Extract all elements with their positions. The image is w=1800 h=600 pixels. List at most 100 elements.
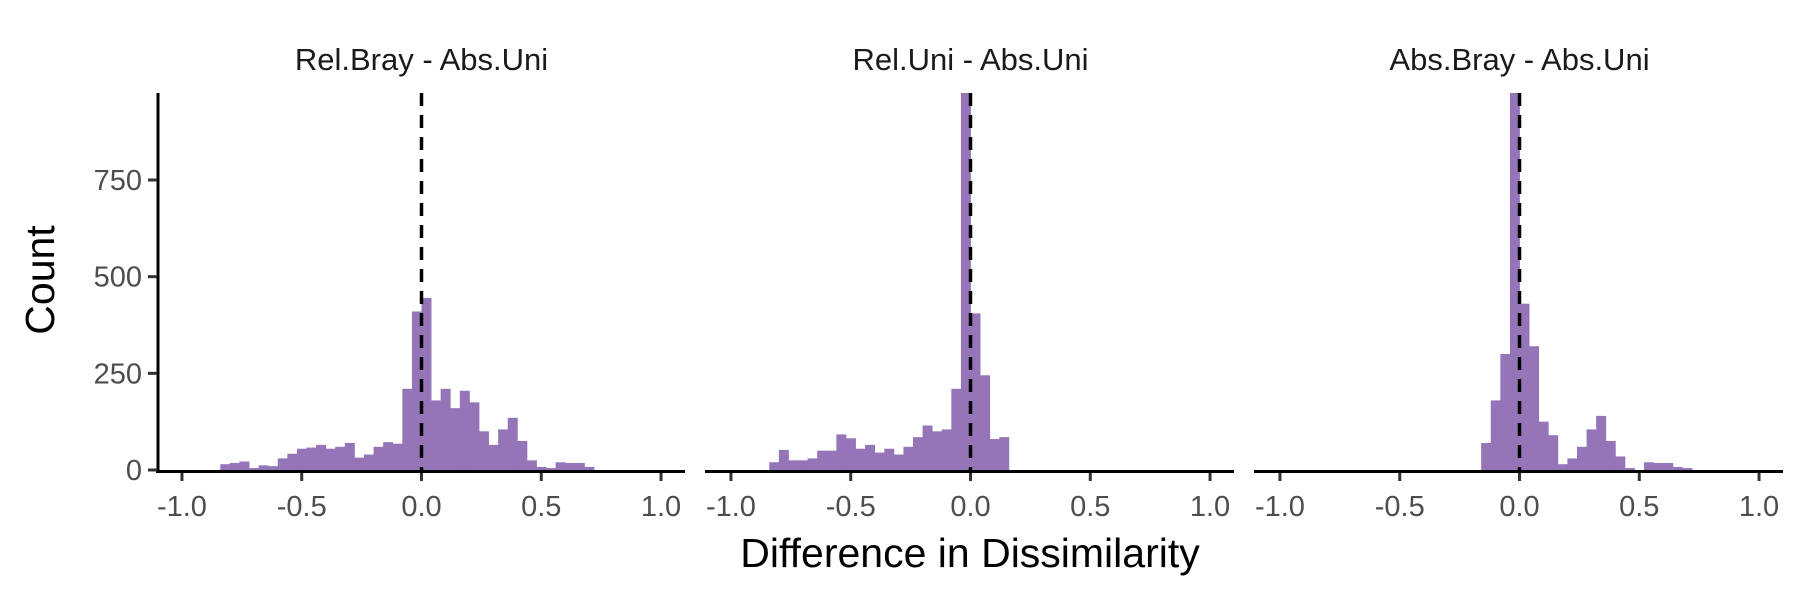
x-tick-label: -1.0 (157, 491, 207, 523)
histogram-bar (335, 446, 346, 470)
histogram-bar (1576, 446, 1587, 470)
histogram-bar (565, 463, 576, 470)
histogram-bar (778, 449, 789, 470)
y-tick-label: 250 (94, 358, 142, 390)
y-tick-label: 750 (94, 165, 142, 197)
histogram-bar (836, 434, 847, 470)
panel-2: Rel.Uni - Abs.Uni -1.0 -0.5 0.0 0.5 1.0 (705, 42, 1234, 523)
histogram-bar (354, 457, 365, 470)
histogram-bar (1490, 400, 1501, 470)
x-tick-label: 0.0 (950, 491, 990, 523)
x-tick-label: -0.5 (277, 491, 327, 523)
y-axis-title: Count (17, 225, 63, 335)
histogram-bar (584, 466, 595, 470)
histogram-bar (1529, 346, 1540, 470)
x-tick-label: 1.0 (641, 491, 681, 523)
panel-3: Abs.Bray - Abs.Uni -1.0 -0.5 0.0 0.5 1.0 (1254, 42, 1783, 523)
panels: Rel.Bray - Abs.Uni -1.0 -0.5 0.0 0.5 1.0 0 250 5… (94, 42, 1783, 523)
histogram-bar (932, 431, 943, 470)
histogram-bar (546, 468, 557, 470)
histogram-bar (874, 452, 885, 470)
histogram-bar (1672, 466, 1683, 470)
histogram-bar (1644, 462, 1655, 470)
histogram-bar (574, 463, 585, 470)
histogram-bar (788, 460, 799, 470)
histogram-bar (798, 460, 809, 470)
histogram-bar (826, 450, 837, 470)
x-tick-label: 1.0 (1739, 491, 1779, 523)
histogram-bar (306, 447, 317, 470)
histogram-bar (325, 448, 336, 470)
x-tick-label: 1.0 (1190, 491, 1230, 523)
x-tick-label: 0.5 (1619, 491, 1659, 523)
histogram-bar (1519, 303, 1530, 470)
x-tick-label: 0.5 (521, 491, 561, 523)
x-tick-label: 0.0 (1499, 491, 1539, 523)
histogram-bar (498, 429, 509, 470)
y-tick-label: 500 (94, 262, 142, 294)
histogram-bar (478, 431, 489, 470)
histogram-bar (1653, 463, 1664, 470)
x-tick-label: 0.0 (401, 491, 441, 523)
histogram-bar (459, 390, 470, 470)
histogram-bar (893, 454, 904, 470)
histogram-bar (249, 468, 260, 470)
x-axis-title: Difference in Dissimilarity (740, 530, 1200, 576)
x-tick-label: -1.0 (706, 491, 756, 523)
histogram-bar (488, 444, 499, 470)
histogram-bar (1481, 442, 1492, 470)
histogram-bar (1624, 468, 1635, 470)
histogram-bar (922, 425, 933, 470)
histogram-bar (807, 458, 818, 470)
histogram-bar (507, 417, 518, 470)
histogram-bar (855, 448, 866, 470)
histogram-bar (1605, 441, 1616, 470)
panel-title: Rel.Bray - Abs.Uni (295, 42, 548, 77)
histogram-bar (536, 466, 547, 470)
panel-1: Rel.Bray - Abs.Uni -1.0 -0.5 0.0 0.5 1.0 0 250 5… (94, 42, 685, 523)
histogram-bar (1557, 464, 1568, 470)
histogram-bar (411, 311, 422, 470)
histogram-bar (517, 441, 528, 470)
x-tick-label: 0.5 (1070, 491, 1110, 523)
histogram-bar (526, 460, 537, 470)
panel-title: Abs.Bray - Abs.Uni (1389, 42, 1649, 77)
histogram-bar (316, 444, 327, 470)
histogram-bar (913, 437, 923, 470)
histogram-bar (769, 462, 780, 470)
histogram-bar (287, 453, 298, 470)
histogram-bar (999, 437, 1010, 470)
histogram-bar (440, 388, 451, 470)
histogram-bar (431, 400, 442, 470)
histogram-bar (392, 443, 403, 470)
histogram-bar (970, 313, 981, 470)
histogram-bar (989, 439, 1000, 470)
histogram-bar (469, 402, 480, 470)
histogram-bar (845, 438, 856, 470)
panel-title: Rel.Uni - Abs.Uni (852, 42, 1088, 77)
histogram-bar (1586, 429, 1597, 470)
histogram-bar (277, 458, 288, 470)
histogram-bar (1596, 415, 1607, 470)
histogram-bar (817, 450, 828, 470)
histogram-bar (980, 375, 991, 470)
x-tick-label: -0.5 (1375, 491, 1425, 523)
histogram-bar (421, 297, 432, 470)
histogram-bar (1509, 93, 1520, 470)
histogram-bar (1500, 354, 1511, 470)
histogram-bar (373, 446, 384, 470)
histogram-bar (296, 448, 307, 470)
histogram-bar (229, 463, 240, 470)
histogram-bar (450, 408, 461, 470)
histogram-bar (239, 461, 250, 470)
histogram-bar (268, 466, 279, 470)
histogram-bar (1663, 463, 1674, 470)
histogram-bar (344, 442, 355, 470)
histogram-bar (960, 93, 971, 470)
histogram-bar (402, 388, 413, 470)
histogram-bar (220, 464, 231, 470)
x-tick-label: -0.5 (826, 491, 876, 523)
histogram-bar (1567, 458, 1578, 470)
histogram-bar (941, 429, 952, 470)
